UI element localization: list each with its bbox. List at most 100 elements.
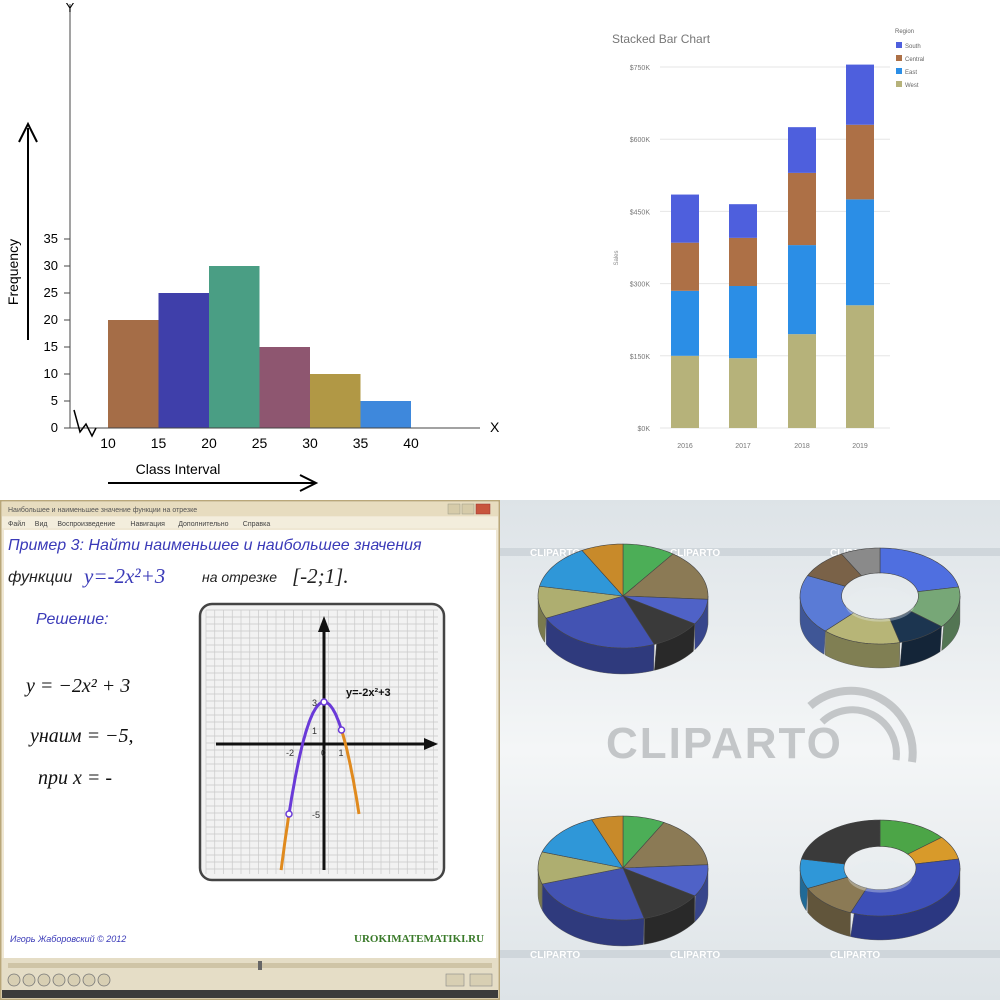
histogram-bar: [108, 320, 159, 428]
stacked-segment-east: [671, 290, 699, 356]
author-credit: Игорь Жаборовский © 2012: [10, 934, 126, 944]
player-control-button[interactable]: [22, 973, 36, 987]
player-control-button[interactable]: [37, 973, 51, 987]
x-tick-label: 30: [302, 435, 318, 451]
graph-point: [285, 810, 293, 818]
x-tick-label: 15: [151, 435, 167, 451]
x-tick-label: 25: [252, 435, 268, 451]
graph-point: [337, 726, 346, 734]
player-control-button[interactable]: [82, 973, 96, 987]
graph-y-tick-label: 1: [312, 726, 317, 736]
pie-slice: [622, 595, 696, 645]
graph-x-tick-label: 1: [339, 748, 344, 758]
histogram-bar: [310, 374, 361, 428]
histogram-panel: 0 5 10 15 20 25 30 35 10 15 20 25 30 35 40 Frequency C…: [0, 0, 500, 500]
legend-label: Central: [905, 57, 924, 63]
x-tick-label: 20: [201, 435, 217, 451]
problem-function: y=-2x²+3: [82, 564, 165, 588]
pie-slice: [537, 585, 624, 619]
stack-y-tick-label: $750K: [630, 65, 651, 72]
player-control-button[interactable]: [67, 973, 81, 987]
pie-slice: [539, 550, 624, 597]
pie-slice: [840, 547, 881, 577]
frequency-arrowhead: [18, 121, 38, 143]
pie-slice: [541, 819, 624, 869]
stacked-segment-east: [729, 286, 757, 359]
stacked-segment-west: [846, 305, 874, 428]
ylabel: Frequency: [5, 239, 21, 305]
volume-icon[interactable]: [469, 973, 493, 987]
histogram-bar: [259, 347, 310, 428]
menu-item[interactable]: Воспроизведение: [57, 521, 115, 528]
legend-title: Region: [895, 29, 914, 35]
math-lesson-window: Наибольшее и наименьшее значение функции…: [0, 500, 500, 1000]
y-axis-letter: Y: [66, 0, 75, 15]
equation-3: при x = -: [38, 767, 112, 789]
stacked-segment-central: [788, 172, 816, 246]
player-control-button[interactable]: [52, 973, 66, 987]
menu-item[interactable]: Справка: [243, 521, 271, 528]
donut-chart-top-right: [799, 547, 961, 669]
fullscreen-icon[interactable]: [445, 973, 465, 987]
legend-swatch: [896, 68, 902, 74]
pie-slice: [622, 553, 709, 600]
stacked-segment-west: [671, 355, 699, 428]
menu-item[interactable]: Вид: [35, 521, 48, 528]
stacked-segment-east: [846, 199, 874, 306]
histogram-bar: [158, 293, 209, 428]
menu-item[interactable]: Файл: [8, 520, 25, 528]
stacked-segment-south: [788, 127, 816, 173]
seek-bar[interactable]: [8, 963, 492, 968]
stacked-segment-central: [846, 124, 874, 200]
window-title: Наибольшее и наименьшее значение функции…: [8, 506, 197, 514]
stacked-title: Stacked Bar Chart: [612, 32, 711, 46]
problem-line1: Пример 3: Найти наименьшее и наибольшее …: [8, 537, 422, 554]
pie-slice: [537, 851, 624, 885]
stack-x-tick-label: 2016: [677, 443, 693, 450]
legend-label: West: [905, 83, 919, 89]
stacked-segment-west: [788, 334, 816, 428]
stack-y-tick-label: $300K: [630, 282, 651, 289]
histogram-chart: 0 5 10 15 20 25 30 35 10 15 20 25 30 35 40 Frequency C…: [5, 0, 500, 492]
title-bar: [2, 502, 498, 516]
x-tick-label: 35: [353, 435, 369, 451]
parabola-outside-left: [279, 813, 291, 871]
stack-x-tick-label: 2019: [852, 443, 868, 450]
parabola-outside-right: [340, 729, 361, 815]
maximize-icon[interactable]: [461, 503, 475, 515]
pie-slice: [622, 822, 709, 869]
y-tick-label: 25: [44, 285, 58, 300]
parabola-series: [287, 700, 343, 815]
player-control-button[interactable]: [7, 973, 21, 987]
close-icon[interactable]: [475, 503, 491, 515]
class-interval-arrowhead: [299, 474, 319, 492]
player-control-button[interactable]: [97, 973, 111, 987]
minimize-icon[interactable]: [447, 503, 461, 515]
legend-label: South: [905, 44, 921, 50]
pie-slice: [622, 815, 665, 869]
stack-y-tick-label: $0K: [638, 426, 651, 433]
xlabel: Class Interval: [136, 461, 221, 477]
donut-chart-bottom-right: [799, 819, 961, 941]
graph-point: [320, 698, 328, 706]
stacked-segment-central: [671, 242, 699, 291]
y-tick-label: 15: [44, 339, 58, 354]
x-axis-letter: X: [490, 419, 500, 435]
window-controls: [447, 503, 491, 515]
x-tick-label: 40: [403, 435, 419, 451]
graph-x-arrow-icon: [424, 738, 438, 750]
cliparto-mark: CLIPARTO: [530, 548, 580, 559]
pie-slice: [622, 543, 674, 597]
cliparto-mark: CLIPARTO: [670, 548, 720, 559]
y-tick-label: 35: [44, 231, 58, 246]
cliparto-logo-arc-outer: [807, 686, 917, 763]
axis-break-icon: [73, 409, 97, 438]
equation-2: yнаим = −5,: [28, 725, 134, 747]
graph-x-tick-label: -2: [286, 748, 294, 758]
menu-item[interactable]: Дополнительно: [178, 521, 228, 528]
seek-handle[interactable]: [258, 961, 262, 970]
graph-y-tick-label: 3: [312, 698, 317, 708]
cliparto-mark: CLIPARTO: [530, 950, 580, 961]
menu-item[interactable]: Навигация: [130, 521, 165, 528]
cliparto-logo-arc-inner: [819, 706, 900, 761]
